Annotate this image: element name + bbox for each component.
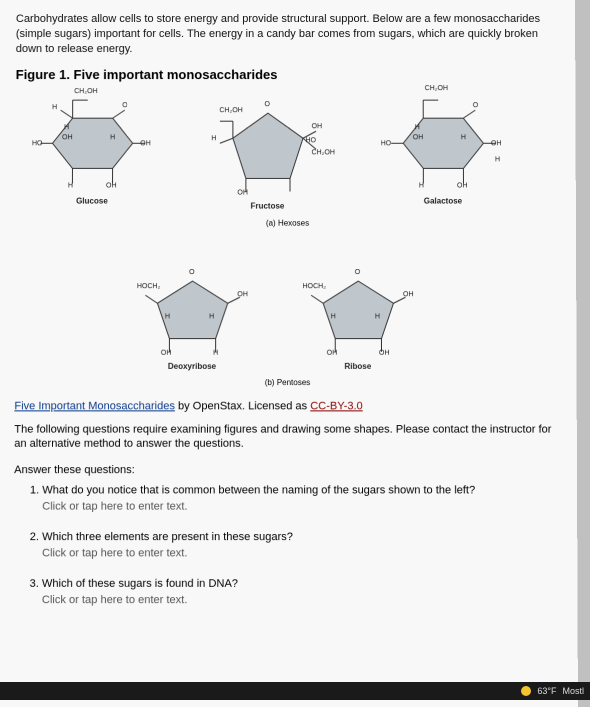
question-3: Which of these sugars is found in DNA? C… xyxy=(42,578,562,606)
lbl: OH xyxy=(62,134,73,141)
figure-title: Figure 1. Five important monosaccharides xyxy=(16,67,560,82)
galactose-structure: CH₂OH O HO H OH OH H H H OH Galactose xyxy=(383,88,514,198)
fructose-ch2oh: CH₂OH xyxy=(219,107,242,114)
lbl: OH xyxy=(140,140,151,147)
q3-text: Which of these sugars is found in DNA? xyxy=(42,578,238,590)
lbl: H xyxy=(415,124,420,131)
lbl: H xyxy=(331,313,336,320)
hexoses-label: (a) Hexoses xyxy=(22,218,554,227)
glucose-structure: CH₂OH O H H OH H HO OH H OH Glucose xyxy=(32,88,163,198)
deoxy-name: Deoxyribose xyxy=(147,361,237,370)
lbl: OH xyxy=(379,349,390,356)
fructose-structure: CH₂OH O H OH HO CH₂OH OH Fructose xyxy=(207,93,337,198)
question-2: Which three elements are present in thes… xyxy=(42,531,561,559)
taskbar-temp: 63°F xyxy=(537,686,556,696)
lbl: O xyxy=(189,269,194,276)
lbl: H xyxy=(375,313,380,320)
lbl: H xyxy=(495,156,500,163)
document-page: Carbohydrates allow cells to store energ… xyxy=(0,0,578,707)
lbl: OH xyxy=(237,189,248,196)
lbl: HO xyxy=(32,140,43,147)
galactose-name: Galactose xyxy=(403,196,483,205)
instruction-para: The following questions require examinin… xyxy=(14,422,561,452)
pentoses-label: (b) Pentoses xyxy=(127,378,449,387)
answer-input-1[interactable]: Click or tap here to enter text. xyxy=(42,501,561,513)
question-list: What do you notice that is common betwee… xyxy=(14,485,562,607)
lbl: H xyxy=(419,182,424,189)
answer-input-2[interactable]: Click or tap here to enter text. xyxy=(42,547,561,559)
glucose-ch2oh: CH₂OH xyxy=(74,88,97,95)
answer-heading: Answer these questions: xyxy=(14,464,561,476)
lbl: H xyxy=(213,349,218,356)
q2-text: Which three elements are present in thes… xyxy=(42,531,293,543)
taskbar[interactable]: 63°F Mostl xyxy=(0,682,590,700)
q1-text: What do you notice that is common betwee… xyxy=(42,485,475,497)
lbl: H xyxy=(68,182,73,189)
lbl: H xyxy=(52,104,57,111)
lbl: OH xyxy=(403,291,414,298)
weather-icon xyxy=(521,686,531,696)
lbl: CH₂OH xyxy=(312,149,335,156)
lbl: HO xyxy=(306,137,317,144)
ribose-top: HOCH₂ xyxy=(303,283,326,290)
question-1: What do you notice that is common betwee… xyxy=(42,485,561,513)
taskbar-cond: Mostl xyxy=(562,686,584,696)
deoxy-top: HOCH₂ xyxy=(137,283,160,290)
lbl: O xyxy=(473,102,478,109)
lbl: H xyxy=(110,134,115,141)
intro-text: Carbohydrates allow cells to store energ… xyxy=(16,12,559,57)
ribose-name: Ribose xyxy=(313,361,403,370)
deoxyribose-structure: HOCH₂ O OH H H OH H Deoxyribose xyxy=(137,262,258,358)
cc-link[interactable]: CC-BY-3.0 xyxy=(310,400,362,412)
lbl: OH xyxy=(161,349,172,356)
lbl: OH xyxy=(327,349,338,356)
lbl: OH xyxy=(413,134,424,141)
lbl: H xyxy=(165,313,170,320)
ribose-structure: HOCH₂ O OH H H OH OH Ribose xyxy=(303,262,424,358)
credit-line: Five Important Monosaccharides by OpenSt… xyxy=(14,400,560,412)
lbl: O xyxy=(264,101,269,108)
answer-input-3[interactable]: Click or tap here to enter text. xyxy=(42,594,562,606)
lbl: H xyxy=(211,135,216,142)
lbl: H xyxy=(64,124,69,131)
lbl: H xyxy=(209,313,214,320)
lbl: OH xyxy=(312,123,323,130)
lbl: OH xyxy=(106,182,117,189)
credit-mid: by OpenStax. Licensed as xyxy=(175,400,310,412)
lbl: OH xyxy=(237,291,248,298)
hexoses-figure: CH₂OH O H H OH H HO OH H OH Glucose xyxy=(22,88,554,259)
lbl: OH xyxy=(457,182,468,189)
lbl: O xyxy=(122,102,127,109)
lbl: H xyxy=(461,134,466,141)
lbl: O xyxy=(355,269,360,276)
lbl: HO xyxy=(381,140,392,147)
lbl: OH xyxy=(491,140,502,147)
credit-link[interactable]: Five Important Monosaccharides xyxy=(14,400,175,412)
glucose-name: Glucose xyxy=(52,196,132,205)
pentoses-figure: HOCH₂ O OH H H OH H Deoxyribose HOCH₂ O … xyxy=(127,262,449,393)
galactose-ch2oh: CH₂OH xyxy=(425,85,448,92)
fructose-name: Fructose xyxy=(227,201,307,210)
